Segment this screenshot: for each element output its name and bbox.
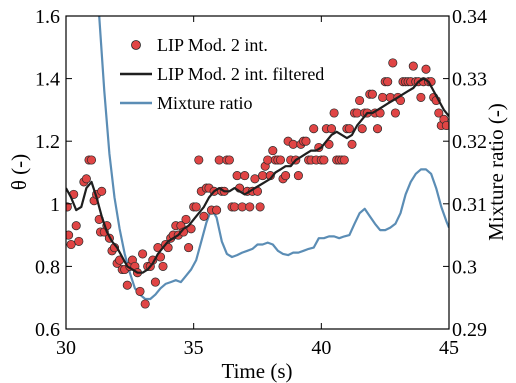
scatter-point bbox=[329, 108, 339, 118]
legend: LIP Mod. 2 int. LIP Mod. 2 int. filtered… bbox=[120, 35, 324, 113]
scatter-point bbox=[301, 136, 311, 146]
axis-ticks: 30 35 40 45 0.6 0.8 1 1.2 1.4 1.6 0.29 0.3 0.31 0.32 0… bbox=[35, 6, 487, 359]
scatter-point bbox=[319, 155, 329, 165]
scatter-point bbox=[263, 155, 273, 165]
legend-label-scatter: LIP Mod. 2 int. bbox=[157, 35, 268, 55]
scatter-point bbox=[66, 202, 72, 212]
x-tick-label: 40 bbox=[311, 337, 331, 359]
scatter-point bbox=[138, 249, 148, 259]
scatter-point bbox=[214, 155, 224, 165]
scatter-points bbox=[66, 58, 449, 309]
legend-item-filtered: LIP Mod. 2 int. filtered bbox=[120, 64, 324, 84]
legend-item-scatter: LIP Mod. 2 int. bbox=[131, 35, 268, 55]
scatter-point bbox=[434, 108, 444, 118]
scatter-point bbox=[281, 171, 291, 181]
x-tick-label: 30 bbox=[56, 337, 76, 359]
scatter-point bbox=[135, 286, 145, 296]
right-y-tick-label: 0.29 bbox=[452, 319, 487, 341]
right-y-tick-label: 0.34 bbox=[452, 6, 487, 28]
right-y-axis-label: Mixture ratio (-) bbox=[484, 103, 508, 241]
scatter-point bbox=[224, 155, 234, 165]
scatter-point bbox=[258, 171, 268, 181]
scatter-point bbox=[212, 205, 222, 215]
right-y-tick-label: 0.3 bbox=[452, 256, 477, 278]
scatter-point bbox=[181, 214, 191, 224]
scatter-point bbox=[237, 202, 247, 212]
scatter-point bbox=[293, 171, 303, 181]
x-axis-label: Time (s) bbox=[222, 359, 293, 383]
plot-frame bbox=[65, 15, 450, 330]
mixture-ratio-line bbox=[98, 16, 449, 301]
scatter-point bbox=[383, 77, 393, 87]
scatter-point bbox=[150, 277, 160, 287]
left-y-tick-label: 0.8 bbox=[35, 256, 60, 278]
scatter-point bbox=[347, 139, 357, 149]
right-y-tick-label: 0.31 bbox=[452, 194, 487, 216]
scatter-point bbox=[408, 61, 418, 71]
scatter-point bbox=[184, 243, 194, 253]
left-y-tick-label: 0.6 bbox=[35, 319, 60, 341]
x-tick-label: 35 bbox=[184, 337, 204, 359]
scatter-point bbox=[86, 155, 97, 165]
scatter-point bbox=[388, 58, 398, 68]
scatter-point bbox=[191, 202, 201, 212]
scatter-point bbox=[232, 171, 242, 181]
scatter-point bbox=[140, 299, 150, 309]
scatter-point bbox=[250, 174, 260, 184]
scatter-point bbox=[97, 186, 107, 196]
scatter-point bbox=[372, 124, 383, 134]
left-y-axis-label: θ (-) bbox=[7, 154, 31, 190]
scatter-point bbox=[367, 89, 377, 99]
scatter-point bbox=[199, 211, 209, 221]
scatter-point bbox=[66, 239, 76, 250]
scatter-point bbox=[416, 92, 426, 102]
scatter-point bbox=[275, 155, 286, 165]
scatter-point bbox=[326, 124, 337, 134]
scatter-point bbox=[122, 280, 132, 290]
scatter-point bbox=[240, 171, 250, 181]
scatter-point bbox=[194, 155, 204, 165]
scatter-point bbox=[339, 155, 349, 165]
left-y-tick-label: 1 bbox=[50, 194, 60, 216]
legend-item-mixture: Mixture ratio bbox=[120, 93, 252, 113]
legend-marker-scatter bbox=[131, 40, 141, 50]
scatter-point bbox=[66, 230, 74, 240]
filtered-line bbox=[66, 77, 449, 274]
plot-area bbox=[66, 16, 449, 309]
scatter-point bbox=[355, 95, 365, 106]
scatter-point bbox=[74, 236, 84, 246]
scatter-point bbox=[441, 120, 449, 131]
right-y-tick-label: 0.32 bbox=[452, 131, 487, 153]
scatter-point bbox=[421, 64, 431, 74]
scatter-point bbox=[71, 221, 81, 231]
scatter-point bbox=[357, 124, 367, 134]
x-tick-label: 45 bbox=[439, 337, 459, 359]
scatter-point bbox=[309, 124, 319, 134]
legend-label-mixture: Mixture ratio bbox=[157, 93, 252, 113]
scatter-point bbox=[378, 92, 388, 102]
scatter-point bbox=[344, 124, 354, 134]
scatter-point bbox=[245, 202, 255, 212]
scatter-point bbox=[288, 139, 298, 149]
right-y-tick-label: 0.33 bbox=[452, 69, 487, 91]
left-y-tick-label: 1.6 bbox=[35, 6, 60, 28]
scatter-point bbox=[390, 108, 400, 118]
left-y-tick-label: 1.4 bbox=[35, 69, 60, 91]
left-y-tick-label: 1.2 bbox=[35, 131, 60, 153]
legend-label-filtered: LIP Mod. 2 int. filtered bbox=[157, 64, 324, 84]
scatter-point bbox=[81, 174, 91, 184]
scatter-point bbox=[158, 261, 168, 271]
scatter-point bbox=[268, 146, 278, 156]
scatter-point bbox=[352, 108, 362, 118]
scatter-point bbox=[229, 202, 240, 212]
scatter-point bbox=[255, 202, 265, 212]
